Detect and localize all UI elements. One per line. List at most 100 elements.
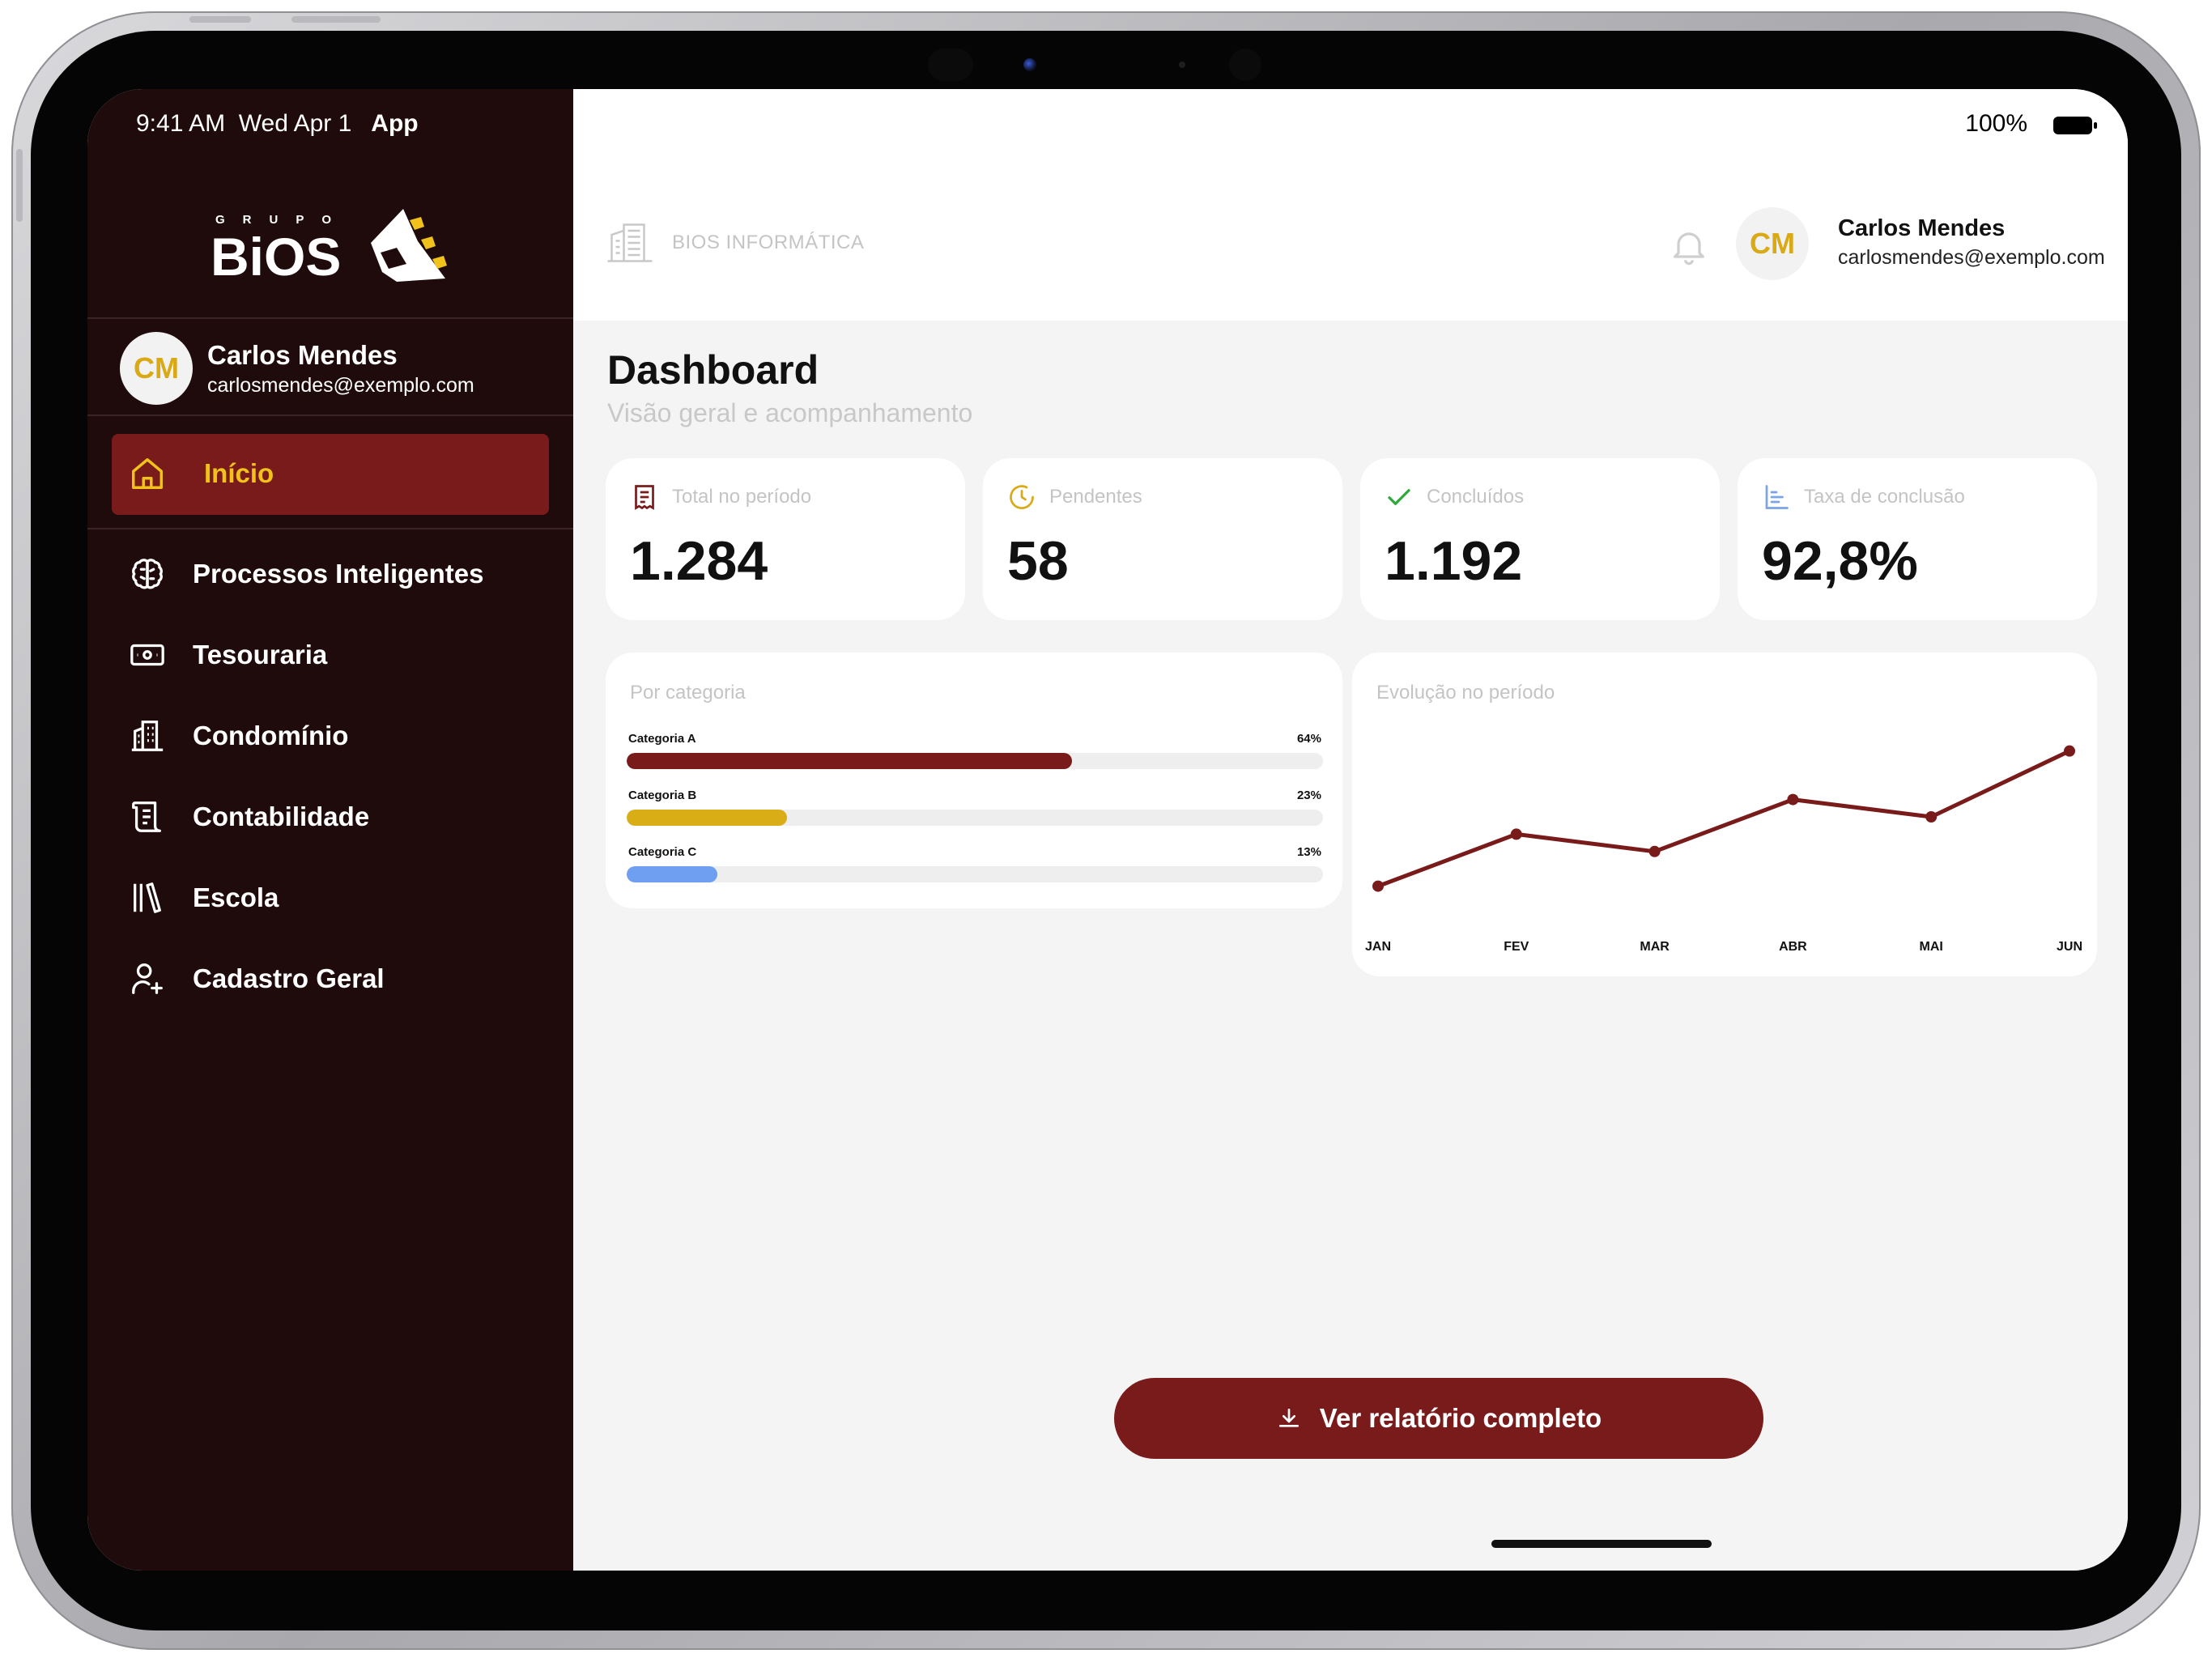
category-bar-fill — [627, 866, 717, 882]
screen: 9:41 AM Wed Apr 1 App GRUPO BiOS CM Carlo… — [87, 89, 2128, 1571]
stat-value: 1.192 — [1385, 530, 1523, 592]
sidebar-user-name: Carlos Mendes — [207, 340, 398, 370]
stat-label-text: Concluídos — [1427, 486, 1525, 508]
data-point — [1787, 793, 1799, 806]
x-tick-label: JUN — [2057, 940, 2082, 954]
sidebar-item-inicio[interactable]: Início — [126, 445, 547, 502]
category-card: Por categoria Categoria A 64% Categoria … — [606, 653, 1342, 908]
category-bar-track — [627, 753, 1323, 769]
avatar[interactable]: CM — [120, 332, 193, 405]
sidebar-divider — [87, 528, 573, 529]
sidebar: 9:41 AM Wed Apr 1 App GRUPO BiOS CM Carlo… — [87, 89, 573, 1571]
stat-card-taxa: Taxa de conclusão 92,8% — [1738, 458, 2097, 620]
top-header: 100% BIOS INFORMÁTICA CM Carlos Mendes c… — [573, 89, 2128, 321]
stat-label: Taxa de conclusão — [1762, 483, 1965, 512]
x-tick-label: FEV — [1504, 940, 1529, 954]
sidebar-divider — [87, 317, 573, 319]
battery-icon — [2053, 117, 2097, 134]
battery-level: 100% — [1965, 110, 2027, 137]
stat-label-text: Taxa de conclusão — [1804, 486, 1965, 508]
top-button — [291, 16, 381, 23]
camera-icon — [1023, 58, 1036, 71]
grupo-bios-logo: GRUPO BiOS — [211, 209, 447, 287]
series-line — [1377, 749, 2071, 888]
sidebar-user-email: carlosmendes@exemplo.com — [207, 374, 474, 397]
main-content: 100% BIOS INFORMÁTICA CM Carlos Mendes c… — [573, 89, 2128, 1571]
data-point — [1648, 845, 1661, 857]
logo-small-text: GRUPO — [215, 213, 349, 227]
sidebar-divider — [87, 414, 573, 416]
category-pct: 23% — [1296, 789, 1321, 802]
category-name: Categoria C — [628, 845, 697, 859]
category-bar-row: Categoria A 64% — [627, 732, 1323, 780]
clock-icon — [1010, 485, 1034, 509]
category-bar-track — [627, 866, 1323, 882]
data-point — [2064, 745, 2075, 757]
line-chart: JAN FEV MAR ABR MAI JUN — [1365, 745, 2082, 954]
ledger-icon — [126, 796, 168, 838]
header-user-email: carlosmendes@exemplo.com — [1838, 246, 2105, 269]
company-selector[interactable]: BIOS INFORMÁTICA — [606, 219, 864, 267]
page-title: Dashboard — [607, 347, 819, 393]
sidebar-item-label: Cadastro Geral — [193, 963, 385, 993]
sidebar-item-processos-inteligentes[interactable]: Processos Inteligentes — [126, 546, 547, 602]
category-name: Categoria B — [628, 789, 697, 802]
sidebar-item-cadastro-geral[interactable]: Cadastro Geral — [126, 950, 547, 1007]
status-time: 9:41 AM — [136, 110, 226, 137]
sidebar-item-label: Condomínio — [193, 721, 349, 750]
sensor-dot — [1179, 62, 1185, 68]
stat-card-pendentes: Pendentes 58 — [983, 458, 1342, 620]
sidebar-item-contabilidade[interactable]: Contabilidade — [126, 789, 547, 845]
header-avatar[interactable]: CM — [1736, 207, 1809, 280]
logo-text: BiOS — [211, 227, 341, 287]
category-pct: 13% — [1296, 845, 1321, 859]
chart-icon — [1765, 485, 1789, 509]
status-app: App — [371, 110, 419, 137]
category-bar-track — [627, 810, 1323, 826]
sidebar-item-label: Contabilidade — [193, 801, 370, 831]
data-point — [1925, 811, 1938, 823]
stat-value: 92,8% — [1762, 530, 1918, 592]
home-icon — [126, 453, 168, 495]
sidebar-item-inicio-highlight[interactable] — [112, 434, 549, 515]
receipt-icon — [635, 485, 654, 510]
category-bar-fill — [627, 810, 787, 826]
sensor — [928, 49, 973, 81]
sidebar-item-tesouraria[interactable]: Tesouraria — [126, 627, 547, 683]
data-point — [1510, 828, 1522, 840]
category-bar-fill — [627, 753, 1073, 769]
stat-label: Pendentes — [1007, 483, 1142, 512]
status-date: Wed Apr 1 — [238, 110, 352, 137]
building-icon — [607, 223, 653, 262]
stat-value: 1.284 — [630, 530, 768, 592]
category-bar-row: Categoria C 13% — [627, 845, 1323, 894]
home-indicator[interactable] — [1491, 1540, 1712, 1548]
check-icon — [1388, 489, 1410, 505]
category-pct: 64% — [1296, 732, 1321, 746]
user-add-icon — [126, 958, 168, 1000]
stat-label: Concluídos — [1385, 483, 1524, 512]
sidebar-item-condominio[interactable]: Condomínio — [126, 708, 547, 764]
sidebar-item-label: Tesouraria — [193, 640, 328, 670]
building-icon — [126, 715, 168, 757]
stat-value: 58 — [1007, 530, 1069, 592]
category-card-title: Por categoria — [630, 682, 746, 704]
full-report-button[interactable]: Ver relatório completo — [1114, 1378, 1763, 1459]
full-report-label: Ver relatório completo — [1319, 1403, 1602, 1433]
books-icon — [126, 877, 168, 919]
sidebar-item-escola[interactable]: Escola — [126, 869, 547, 926]
stat-label-text: Total no período — [672, 486, 812, 508]
sidebar-item-label: Início — [204, 458, 274, 488]
x-tick-label: MAI — [1920, 940, 1943, 954]
evolution-card: Evolução no período JAN FEV MAR ABR MAI JUN — [1352, 653, 2097, 976]
stat-label-text: Pendentes — [1049, 486, 1142, 508]
brain-icon — [126, 553, 168, 595]
company-name: BIOS INFORMÁTICA — [672, 232, 865, 253]
side-button — [16, 149, 23, 222]
sensor — [1229, 49, 1261, 81]
bell-icon[interactable] — [1668, 225, 1710, 271]
page-subtitle: Visão geral e acompanhamento — [607, 398, 973, 427]
category-name: Categoria A — [628, 732, 696, 746]
x-tick-label: JAN — [1365, 940, 1391, 954]
sidebar-item-label: Processos Inteligentes — [193, 559, 484, 589]
